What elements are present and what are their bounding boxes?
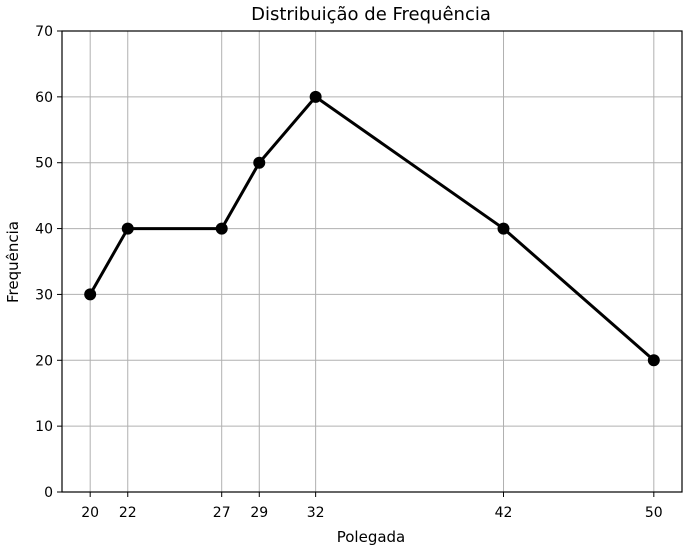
- data-point: [309, 90, 322, 103]
- y-tick-label: 60: [35, 90, 53, 106]
- data-point: [647, 354, 660, 367]
- grid: [62, 30, 682, 493]
- y-tick-label: 40: [35, 222, 53, 238]
- x-tick-label: 22: [119, 505, 137, 521]
- x-tick-label: 29: [250, 505, 268, 521]
- x-tick-label: 20: [81, 505, 99, 521]
- y-tick-label: 70: [35, 24, 53, 40]
- y-axis-label: Frequência: [4, 221, 22, 303]
- plot-frame: [61, 30, 683, 493]
- x-tick-label: 27: [213, 505, 231, 521]
- data-point: [253, 156, 266, 169]
- y-tick-label: 0: [44, 485, 53, 501]
- y-tick-label: 50: [35, 156, 53, 172]
- data-point: [215, 222, 228, 235]
- chart-title: Distribuição de Frequência: [251, 4, 491, 25]
- y-tick-label: 10: [35, 419, 53, 435]
- y-axis: 0 10 20 30 40 50 60 70: [35, 24, 62, 501]
- x-tick-label: 50: [645, 505, 663, 521]
- x-axis-label: Polegada: [337, 528, 406, 546]
- data-point: [84, 288, 97, 301]
- data-point: [121, 222, 134, 235]
- data-point: [497, 222, 510, 235]
- series: [84, 90, 660, 367]
- x-axis: 20 22 27 29 32 42 50: [81, 492, 663, 521]
- x-tick-label: 42: [495, 505, 513, 521]
- x-tick-label: 32: [307, 505, 325, 521]
- y-tick-label: 20: [35, 353, 53, 369]
- y-tick-label: 30: [35, 287, 53, 303]
